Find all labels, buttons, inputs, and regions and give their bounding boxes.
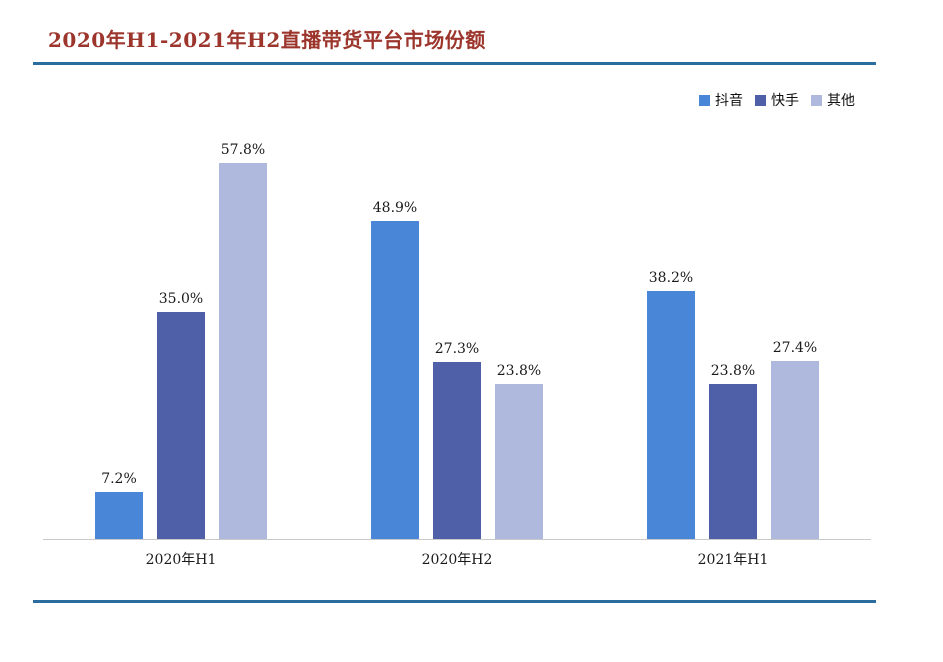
category-label: 2021年H1 (697, 552, 769, 568)
bar-slot: 57.8% (219, 142, 267, 539)
bar-douyin (371, 221, 419, 539)
bar-slot: 27.4% (771, 340, 819, 539)
legend-item-kuaishou: 快手 (755, 90, 799, 110)
bar-value-label: 27.3% (434, 340, 480, 357)
category-axis: 2020年H1 2020年H2 2021年H1 (43, 549, 871, 569)
bar-kuaishou (709, 384, 757, 539)
bar-slot: 48.9% (371, 200, 419, 539)
bar-other (219, 163, 267, 539)
bar-douyin (95, 492, 143, 539)
legend: 抖音 快手 其他 (687, 90, 855, 110)
bar-value-label: 23.8% (710, 363, 756, 380)
bar-value-label: 48.9% (372, 200, 418, 217)
bar-value-label: 38.2% (648, 269, 694, 286)
bar-value-label: 35.0% (158, 290, 204, 307)
bar-slot: 35.0% (157, 290, 205, 539)
bar-value-label: 23.8% (496, 363, 542, 380)
bar-group: 48.9% 27.3% 23.8% (371, 130, 543, 539)
bar-value-label: 27.4% (772, 339, 818, 356)
legend-label: 其他 (827, 93, 855, 109)
kuaishou-legend-swatch (755, 94, 766, 106)
bar-kuaishou (157, 311, 205, 539)
legend-item-douyin: 抖音 (699, 90, 743, 110)
douyin-legend-swatch (699, 94, 710, 106)
bar-group: 7.2% 35.0% 57.8% (95, 130, 267, 539)
category-label: 2020年H2 (421, 552, 493, 568)
legend-item-other: 其他 (811, 90, 855, 110)
bottom-divider (33, 600, 876, 603)
bar-value-label: 57.8% (220, 142, 266, 159)
bar-group: 38.2% 23.8% 27.4% (647, 130, 819, 539)
bar-other (771, 360, 819, 539)
category-label: 2020年H1 (145, 552, 217, 568)
bar-slot: 27.3% (433, 341, 481, 539)
bar-douyin (647, 290, 695, 539)
legend-label: 抖音 (715, 93, 743, 109)
bar-kuaishou (433, 361, 481, 539)
title-divider (33, 62, 876, 65)
bar-slot: 23.8% (709, 363, 757, 539)
bar-slot: 38.2% (647, 270, 695, 539)
bar-slot: 7.2% (95, 471, 143, 539)
chart-title: 2020年H1-2021年H2直播带货平台市场份额 (48, 28, 486, 52)
other-legend-swatch (811, 94, 822, 106)
plot-area: 7.2% 35.0% 57.8% 48.9% 27.3% 23.8% 38.2% 23.8% 2… (43, 130, 871, 540)
legend-label: 快手 (771, 93, 799, 109)
bar-other (495, 384, 543, 539)
bar-slot: 23.8% (495, 363, 543, 539)
bar-value-label: 7.2% (101, 471, 137, 488)
